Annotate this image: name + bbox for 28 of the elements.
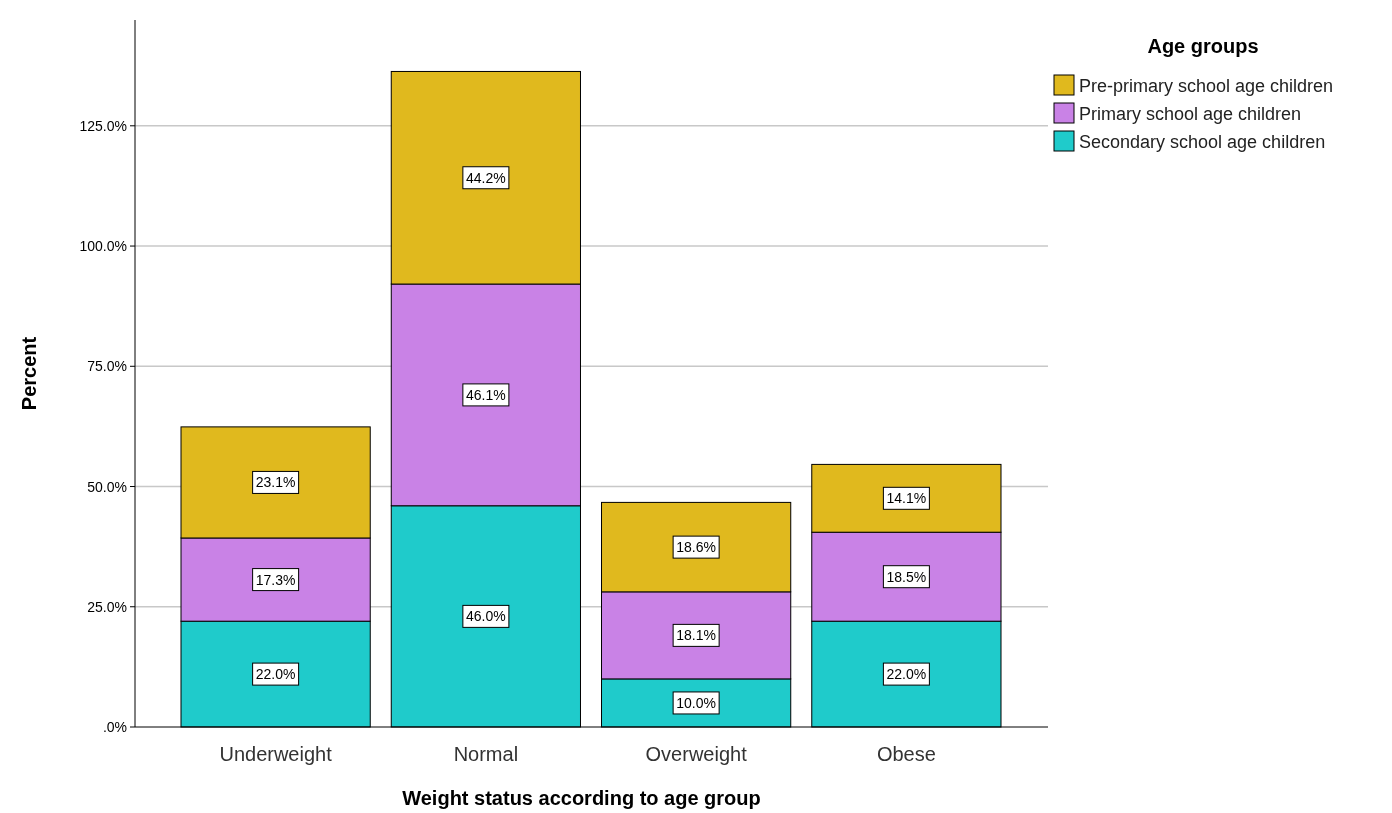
data-label: 14.1%: [886, 490, 927, 507]
legend-label: Secondary school age children: [1079, 132, 1326, 152]
data-label: 22.0%: [886, 666, 927, 683]
y-axis-title: Percent: [18, 336, 40, 411]
data-label: 18.6%: [676, 539, 716, 556]
data-label: 46.0%: [466, 608, 506, 625]
data-label: 22.0%: [255, 666, 296, 683]
data-label: 18.5%: [886, 568, 927, 585]
data-label: 10.0%: [676, 694, 716, 711]
legend-title: Age groups: [1147, 35, 1259, 57]
x-axis-title: Weight status according to age group: [402, 787, 761, 809]
legend-label: Primary school age children: [1079, 104, 1302, 124]
data-label: 17.3%: [255, 571, 296, 588]
legend-label: Pre-primary school age children: [1079, 76, 1334, 96]
x-tick-label: Underweight: [219, 743, 333, 765]
y-tick-label: .0%: [102, 719, 127, 735]
x-tick-label: Overweight: [645, 743, 748, 765]
x-tick-label: Normal: [453, 743, 519, 765]
y-tick-label: 75.0%: [87, 358, 127, 375]
data-label: 46.1%: [466, 386, 506, 403]
y-tick-label: 25.0%: [87, 598, 127, 615]
y-tick-label: 100.0%: [79, 238, 127, 255]
data-label: 18.1%: [676, 627, 716, 644]
data-label: 44.2%: [466, 169, 506, 186]
x-tick-label: Obese: [876, 743, 936, 765]
y-tick-label: 125.0%: [79, 117, 127, 134]
data-label: 23.1%: [255, 474, 296, 491]
y-tick-label: 50.0%: [87, 478, 127, 495]
